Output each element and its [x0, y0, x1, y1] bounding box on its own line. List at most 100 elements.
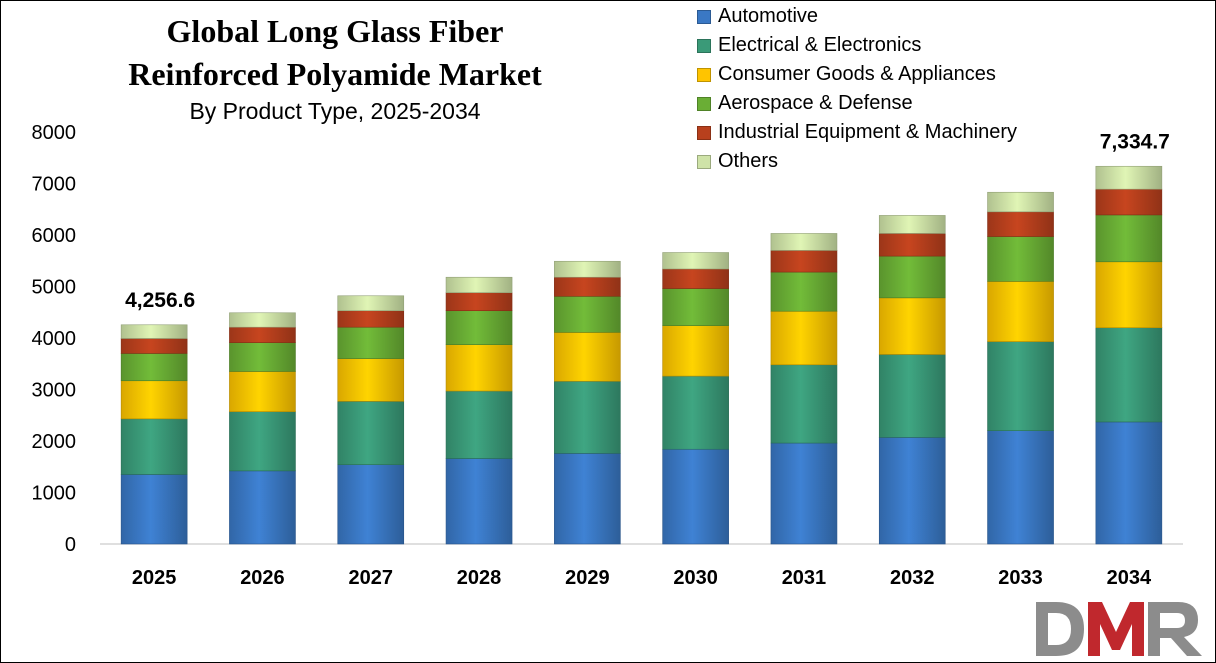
bar-segment — [987, 281, 1054, 342]
bar-segment — [120, 418, 188, 475]
legend-label: Aerospace & Defense — [718, 92, 913, 114]
bar-segment — [229, 371, 296, 412]
bar-segment — [770, 364, 838, 444]
bar-segment — [120, 338, 188, 354]
bar-segment — [1095, 165, 1163, 190]
x-tick-label: 2029 — [565, 567, 610, 589]
logo-letter-d — [1036, 602, 1084, 656]
dmr-logo — [1036, 602, 1202, 656]
chart-title-line-1: Global Long Glass Fiber — [166, 13, 504, 49]
x-tick-label: 2027 — [349, 567, 394, 589]
x-tick-label: 2031 — [782, 567, 827, 589]
total-data-label: 4,256.6 — [125, 289, 195, 312]
bar-segment — [337, 358, 405, 402]
bar-segment — [770, 271, 838, 312]
legend-item: Aerospace & Defense — [697, 89, 1017, 118]
bar-segment — [878, 297, 946, 355]
chart-subtitle: By Product Type, 2025-2034 — [189, 98, 481, 124]
bar-segment — [662, 325, 729, 377]
legend-label: Automotive — [718, 5, 819, 27]
legend-item: Electrical & Electronics — [697, 31, 1017, 60]
legend-label: Consumer Goods & Appliances — [718, 63, 996, 85]
y-tick-label: 2000 — [32, 431, 77, 453]
y-tick-label: 0 — [65, 534, 76, 556]
chart-legend: Automotive Electrical & Electronics Consum… — [697, 2, 1017, 176]
bar-segment — [445, 276, 513, 293]
legend-swatch — [697, 38, 711, 53]
bar-segment — [987, 236, 1054, 282]
bar-segment — [554, 276, 621, 297]
chart-title-line-2: Reinforced Polyamide Market — [128, 56, 542, 92]
legend-swatch — [697, 96, 711, 111]
bar-segment — [229, 312, 296, 328]
legend-item: Others — [697, 147, 1017, 176]
bar-segment — [770, 250, 838, 273]
bar-segment — [445, 390, 513, 459]
legend-label: Electrical & Electronics — [718, 34, 922, 56]
bar-segment — [229, 411, 296, 472]
bar-segment — [1095, 214, 1163, 263]
bar-segment — [878, 233, 946, 257]
bar-segment — [878, 255, 946, 299]
x-tick-label: 2034 — [1107, 567, 1152, 589]
legend-item: Consumer Goods & Appliances — [697, 60, 1017, 89]
bar-segment — [1095, 188, 1163, 216]
bar-segment — [337, 464, 405, 545]
x-tick-label: 2028 — [457, 567, 502, 589]
bar-segment — [987, 191, 1054, 213]
bar-segment — [1095, 421, 1163, 545]
legend-swatch — [697, 154, 711, 169]
bar-segment — [770, 442, 838, 545]
bar-segment — [878, 437, 946, 545]
bar-segment — [120, 380, 188, 420]
bar-segment — [445, 458, 513, 545]
legend-swatch — [697, 67, 711, 82]
bar-segment — [337, 310, 405, 328]
y-tick-label: 5000 — [32, 277, 77, 299]
bar-segment — [554, 453, 621, 545]
bar-segment — [229, 342, 296, 372]
legend-item: Automotive — [697, 2, 1017, 31]
bar-segment — [337, 295, 405, 312]
bar-segment — [445, 292, 513, 312]
total-data-label: 7,334.7 — [1100, 130, 1170, 153]
legend-swatch — [697, 9, 711, 24]
bar-segment — [662, 448, 729, 545]
y-tick-label: 4000 — [32, 328, 77, 350]
bar-segment — [120, 324, 188, 339]
bar-segment — [1095, 261, 1163, 328]
bar-segment — [554, 380, 621, 454]
bar-segment — [662, 252, 729, 270]
bar-segment — [554, 295, 621, 333]
bar-segment — [229, 470, 296, 545]
legend-label: Industrial Equipment & Machinery — [718, 121, 1018, 143]
x-tick-label: 2033 — [998, 567, 1043, 589]
x-tick-label: 2025 — [132, 567, 177, 589]
legend-item: Industrial Equipment & Machinery — [697, 118, 1017, 147]
y-tick-label: 7000 — [32, 174, 77, 196]
bar-segment — [987, 211, 1054, 237]
legend-swatch — [697, 125, 711, 140]
bar-segment — [120, 474, 188, 545]
bar-segment — [770, 310, 838, 366]
bar-segment — [554, 332, 621, 382]
y-tick-label: 6000 — [32, 225, 77, 247]
logo-letter-r — [1148, 602, 1202, 656]
bar-segment — [878, 215, 946, 234]
bar-segment — [1095, 327, 1163, 423]
bar-segment — [445, 310, 513, 345]
x-tick-label: 2030 — [673, 567, 718, 589]
bar-segment — [662, 375, 729, 450]
bar-segment — [337, 326, 405, 359]
bar-segment — [987, 341, 1054, 432]
bar-segment — [120, 353, 188, 382]
bar-segment — [770, 233, 838, 251]
bar-segment — [445, 344, 513, 392]
y-tick-label: 1000 — [32, 483, 77, 505]
bar-segment — [337, 401, 405, 465]
logo-letter-m — [1088, 602, 1144, 656]
legend-label: Others — [718, 150, 779, 172]
x-tick-label: 2026 — [240, 567, 285, 589]
bar-segment — [878, 354, 946, 438]
